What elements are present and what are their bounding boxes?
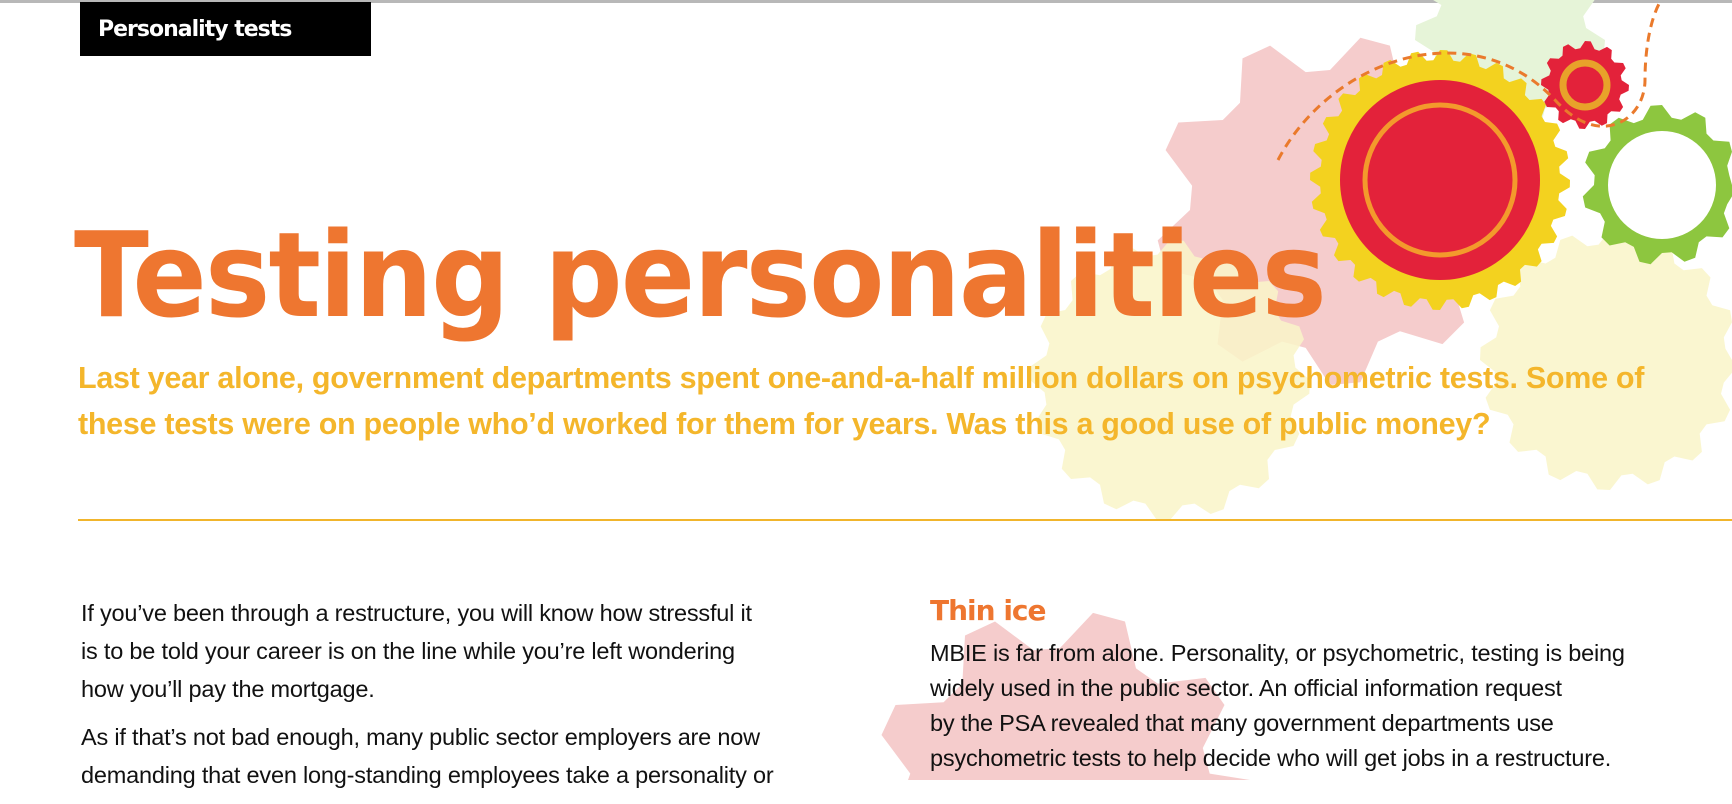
small-red-gear <box>1541 41 1629 129</box>
paragraph: If you’ve been through a restructure, yo… <box>81 600 752 702</box>
small-gear-ring <box>1559 59 1611 111</box>
text-line: by the PSA revealed that many government… <box>930 710 1554 736</box>
text-line: psychometric tests to help decide who wi… <box>930 745 1612 771</box>
section-heading: Thin ice <box>930 594 1047 627</box>
green-gear-hole <box>1608 131 1716 239</box>
article-title: Testing personalities <box>74 206 1327 344</box>
pink-gear-bottom <box>872 612 1250 780</box>
section-tag: Personality tests <box>80 2 371 56</box>
text-line: MBIE is far from alone. Personality, or … <box>930 640 1625 666</box>
top-border <box>0 0 1732 3</box>
dashed-path <box>1276 1 1662 161</box>
article-standfirst: Last year alone, government departments … <box>78 361 1645 441</box>
red-gear-center <box>1340 80 1540 280</box>
pale-yellow-gear <box>1030 240 1310 520</box>
gears-illustration <box>872 0 1732 780</box>
divider <box>78 519 1732 521</box>
pale-yellow-gear-right <box>1480 230 1732 490</box>
paragraph: As if that’s not bad enough, many public… <box>81 724 774 788</box>
left-column: If you’ve been through a restructure, yo… <box>81 594 881 804</box>
orange-ring <box>1362 102 1518 258</box>
text-line: widely used in the public sector. An off… <box>930 675 1562 701</box>
right-column: Thin ice MBIE is far from alone. Persona… <box>930 592 1730 776</box>
